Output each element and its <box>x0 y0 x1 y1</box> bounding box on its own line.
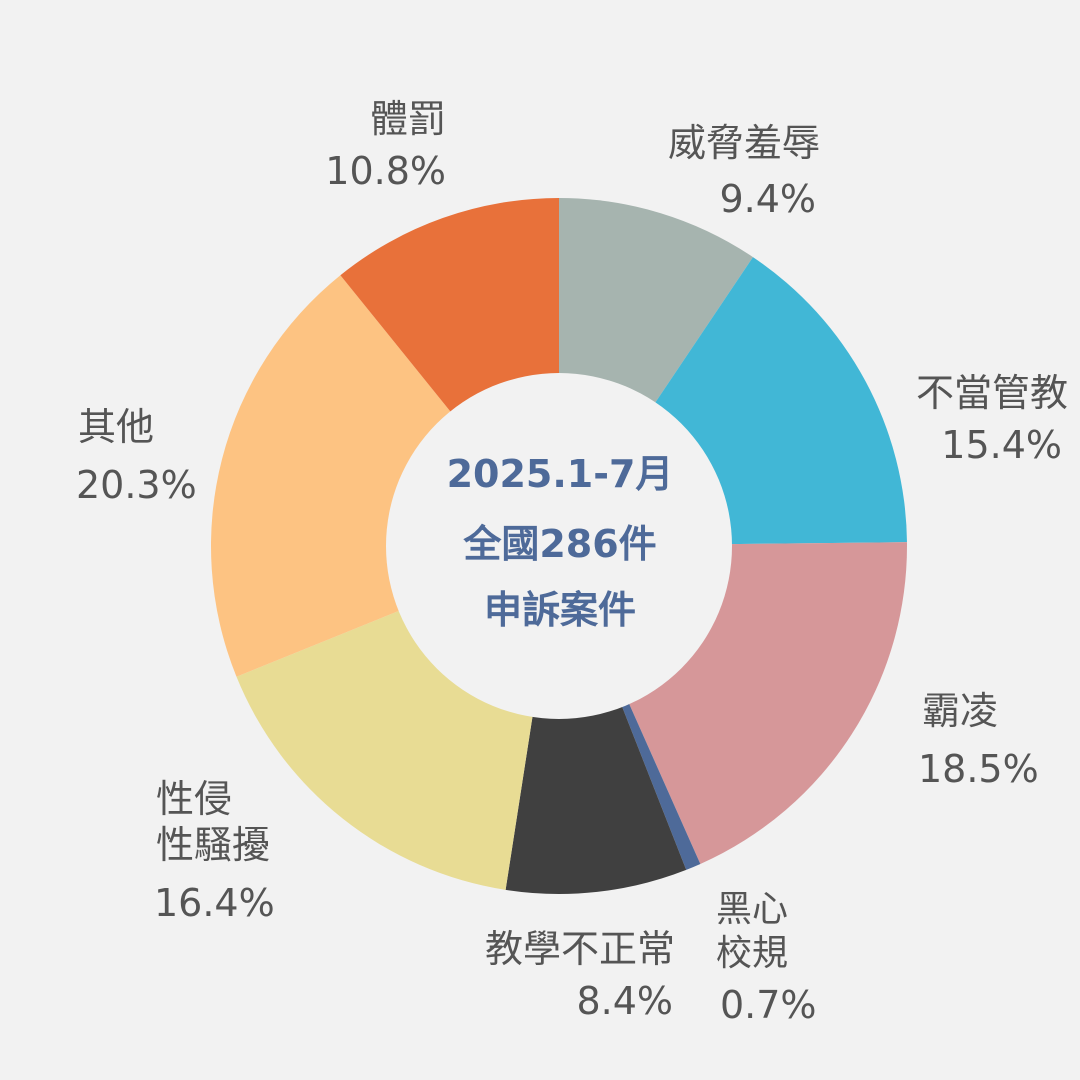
slice-label-other: 其他 <box>78 405 155 449</box>
slice-value-sexual-harassment: 16.4% <box>154 881 275 925</box>
slice-value-school-rules: 0.7% <box>720 983 817 1027</box>
slice-value-improper-discipline: 15.4% <box>941 423 1062 467</box>
center-title-line1: 2025.1-7月 <box>446 452 674 496</box>
donut-hole <box>386 373 732 719</box>
center-title-line2: 全國286件 <box>463 522 657 566</box>
slice-label-school-rules: 黑心 校規 <box>716 889 789 974</box>
slice-label-corporal-punishment: 體罰 <box>369 97 446 141</box>
slice-label-sexual-harassment: 性侵 性騷擾 <box>156 777 271 867</box>
slice-label-improper-discipline: 不當管教 <box>915 371 1068 415</box>
slice-value-threat-humiliation: 9.4% <box>719 177 816 221</box>
slice-label-bullying: 霸凌 <box>922 689 999 733</box>
slice-value-other: 20.3% <box>76 463 197 507</box>
slice-value-abnormal-teaching: 8.4% <box>576 979 673 1023</box>
slice-label-threat-humiliation: 威脅羞辱 <box>667 121 820 165</box>
slice-label-abnormal-teaching: 教學不正常 <box>484 927 675 971</box>
slice-value-bullying: 18.5% <box>918 747 1039 791</box>
slice-value-corporal-punishment: 10.8% <box>325 149 446 193</box>
center-title-line3: 申訴案件 <box>483 588 636 632</box>
